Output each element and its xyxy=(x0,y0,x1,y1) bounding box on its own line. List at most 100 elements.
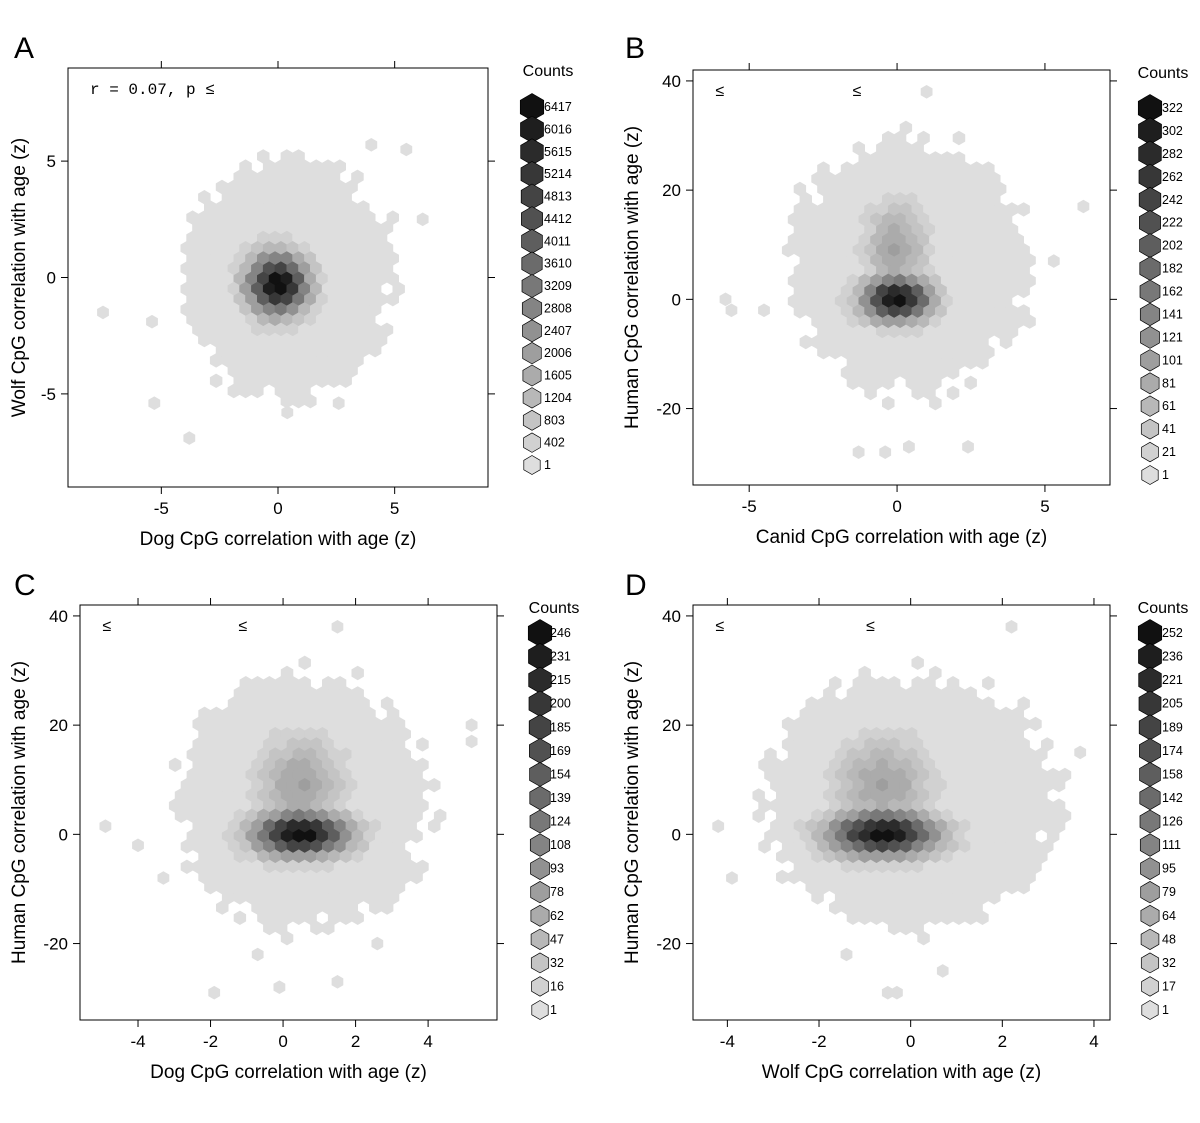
hexbin-cell xyxy=(351,332,364,348)
hexbin-cell xyxy=(811,808,824,823)
hexbin-cell xyxy=(392,880,406,895)
hexbin-cell xyxy=(280,210,293,225)
legend-label: 1605 xyxy=(544,369,572,383)
hexbin-cell xyxy=(322,880,335,895)
hexbin-cell xyxy=(899,304,913,319)
hexbin-cell xyxy=(239,281,252,297)
hexbin-cell xyxy=(215,261,229,276)
hexbin-cell xyxy=(298,676,311,691)
hexbin-cell xyxy=(976,727,989,742)
hexbin-cell xyxy=(923,345,936,360)
legend-hex xyxy=(522,341,542,365)
hexbin-cell xyxy=(781,839,795,854)
hexbin-cell xyxy=(310,220,323,235)
hexbin-cell xyxy=(269,869,282,885)
hexbin-cell xyxy=(958,324,971,339)
hexbin-cell xyxy=(970,263,983,278)
hexbin-cell xyxy=(386,271,399,286)
hexbin-cell xyxy=(257,312,270,327)
hexbin-cell xyxy=(940,747,954,762)
hexbin-cell xyxy=(251,179,264,195)
hexbin-cell xyxy=(805,818,818,834)
hexbin-cell xyxy=(882,727,895,742)
legend-label: 139 xyxy=(550,791,571,805)
hexbin-cell xyxy=(351,210,364,225)
hexbin-cell xyxy=(327,747,341,762)
hexbin-cell xyxy=(345,737,358,752)
hexbin-cell xyxy=(999,747,1013,762)
hexbin-cell xyxy=(416,859,429,874)
hexbin-cell xyxy=(321,179,335,195)
hexbin-cell xyxy=(811,869,824,885)
legend-label: 47 xyxy=(550,932,564,946)
hexbin-cell xyxy=(940,788,954,803)
hexbin-cell xyxy=(935,365,948,380)
hexbin-cell xyxy=(870,808,883,823)
hexbin-cell xyxy=(929,686,942,701)
hexbin-cell xyxy=(316,706,329,721)
hexbin-cell xyxy=(964,192,977,207)
hexbin-cell xyxy=(799,747,812,762)
hexbin-cell xyxy=(357,220,370,235)
hexbin-cell xyxy=(321,322,335,337)
hexbin-cell xyxy=(999,849,1013,864)
hexbin-cell xyxy=(923,859,936,874)
hexbin-cell xyxy=(239,757,252,772)
hexbin-cell xyxy=(852,757,865,772)
hexbin-cell xyxy=(893,294,907,309)
hexbin-cell xyxy=(274,200,288,215)
hexbin-cell xyxy=(357,343,370,358)
hexbin-cell xyxy=(257,686,270,701)
hexbin-cell xyxy=(215,343,229,358)
hexbin-cell xyxy=(946,283,960,299)
hexbin-cell xyxy=(929,375,942,390)
hexbin-cell xyxy=(899,880,913,895)
hexbin-cell xyxy=(233,788,247,803)
hexbin-cell xyxy=(940,334,954,350)
hexbin-cell xyxy=(304,727,317,742)
hexbin-cell xyxy=(911,655,924,670)
hexbin-cell xyxy=(204,302,217,317)
hexbin-cell xyxy=(817,345,830,360)
hexbin-cell xyxy=(404,798,417,813)
legend-label: 1 xyxy=(1162,468,1169,482)
hexbin-cell xyxy=(204,778,217,793)
hexbin-cell xyxy=(1052,818,1066,834)
hexbin-cell xyxy=(363,271,376,286)
hexbin-cell xyxy=(1011,273,1024,288)
hexbin-cell xyxy=(817,757,830,772)
hexbin-cell xyxy=(870,767,883,783)
hexbin-cell xyxy=(899,161,913,176)
hexbin-cell xyxy=(976,829,989,844)
hexbin-cell xyxy=(811,788,824,803)
legend-hex xyxy=(1139,256,1161,281)
hexbin-cell xyxy=(834,273,848,288)
legend-title: Counts xyxy=(529,600,580,617)
hexbin-outlier xyxy=(726,871,738,885)
hexbin-cell xyxy=(882,808,895,823)
hexbin-cell xyxy=(316,849,329,864)
hexbin-cell xyxy=(368,343,382,358)
legend-hex xyxy=(522,409,542,431)
hexbin-cell xyxy=(929,706,942,721)
hexbin-cell xyxy=(911,304,924,319)
hexbin-cell xyxy=(322,839,335,854)
hexbin-cell xyxy=(339,190,352,205)
hexbin-cell xyxy=(787,808,801,823)
hexbin-cell xyxy=(817,839,830,854)
hexbin-cell xyxy=(316,869,329,885)
legend-hex xyxy=(1138,117,1162,145)
x-tick-label: 2 xyxy=(351,1032,360,1051)
hexbin-cell xyxy=(940,686,954,701)
hexbin-cell xyxy=(280,747,294,762)
hexbin-cell xyxy=(864,283,877,299)
hexbin-cell xyxy=(858,665,871,681)
hexbin-cell xyxy=(257,706,270,721)
hexbin-cell xyxy=(952,747,966,762)
hexbin-cell xyxy=(911,222,924,237)
hexbin-cell xyxy=(368,302,382,317)
hexbin-cell xyxy=(333,343,346,358)
hexbin-cell xyxy=(1011,808,1024,823)
hexbin-cell xyxy=(799,829,812,844)
